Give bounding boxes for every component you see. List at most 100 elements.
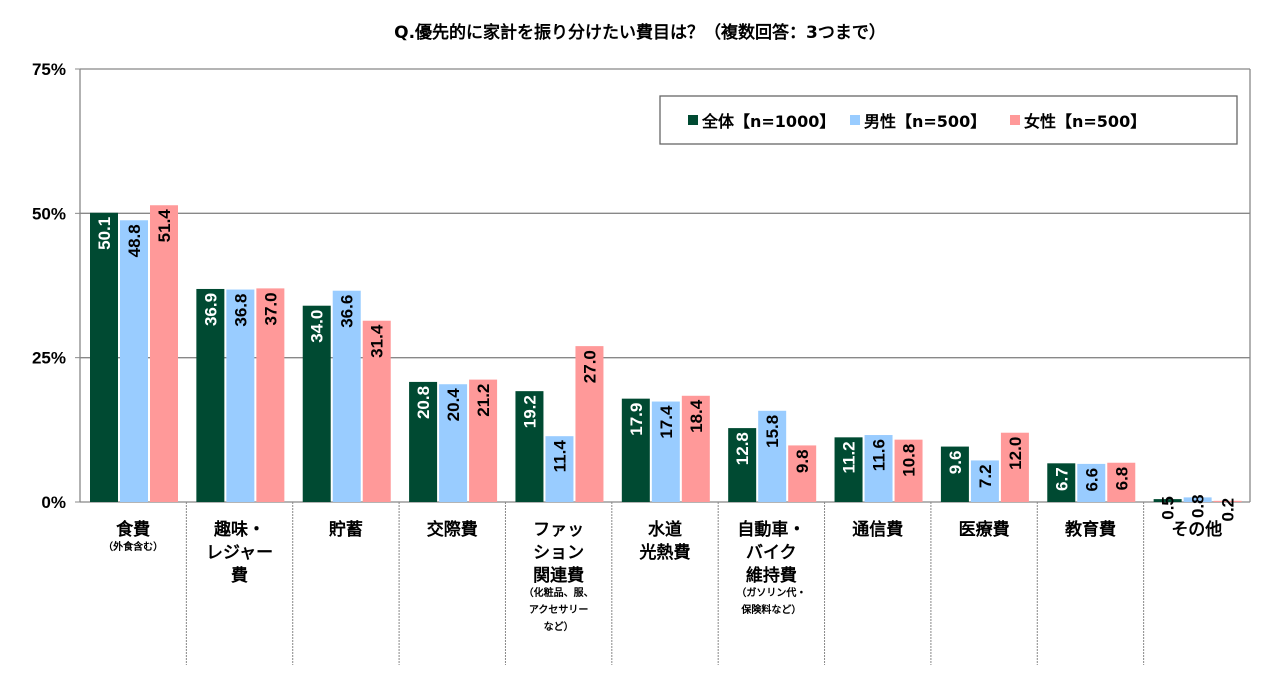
bar (409, 381, 438, 502)
category-note: （外食含む） (103, 540, 163, 553)
category-label: 貯蓄 (329, 519, 363, 540)
data-label: 19.2 (520, 395, 539, 428)
data-label: 9.6 (946, 451, 965, 475)
legend-swatch (850, 115, 860, 125)
data-label: 27.0 (580, 350, 599, 383)
legend-label: 男性【n=500】 (864, 112, 986, 131)
data-label: 20.4 (444, 388, 463, 422)
data-label: 12.8 (733, 432, 752, 465)
bar (226, 289, 255, 502)
category-label: 費 (231, 565, 248, 586)
data-label: 6.7 (1052, 467, 1071, 491)
category-label: 光熱費 (639, 542, 691, 563)
data-label: 10.8 (900, 444, 919, 477)
bar (1047, 463, 1076, 502)
data-label: 0.5 (1159, 496, 1178, 520)
data-label: 36.8 (231, 294, 250, 327)
data-label: 12.0 (1006, 437, 1025, 470)
bar (1107, 462, 1136, 502)
bar (575, 346, 604, 502)
bar (332, 290, 361, 502)
category-label: 交際費 (427, 519, 478, 540)
bar (970, 460, 999, 502)
category-note: など） (544, 620, 574, 633)
bar (651, 401, 680, 502)
bar (940, 446, 969, 502)
bar (256, 288, 285, 502)
category-label: ファッ (533, 520, 584, 540)
bar (120, 220, 148, 502)
data-label: 34.0 (308, 310, 327, 343)
category-note: （ガソリン代・ (736, 586, 806, 599)
legend-label: 全体【n=1000】 (701, 112, 835, 131)
bar (788, 445, 817, 502)
category-label: 趣味・ (213, 519, 265, 540)
legend-box (659, 95, 1238, 145)
bar (1183, 497, 1212, 502)
data-label: 31.4 (368, 324, 387, 358)
data-label: 51.4 (155, 209, 174, 243)
bar (302, 305, 331, 502)
legend-swatch (1010, 115, 1020, 125)
bar (150, 205, 178, 502)
bar (545, 436, 574, 502)
bar (1000, 432, 1029, 502)
data-label: 15.8 (763, 415, 782, 448)
bar (758, 410, 787, 502)
bar (728, 428, 757, 502)
y-tick-label: 0% (41, 493, 66, 512)
category-label: 教育費 (1064, 519, 1116, 540)
data-label: 48.8 (125, 224, 144, 257)
bar (90, 212, 118, 503)
category-note: 保険料など） (740, 603, 801, 616)
category-label: 維持費 (746, 565, 797, 586)
bar (196, 288, 225, 502)
bar (681, 395, 710, 502)
data-label: 7.2 (976, 464, 995, 488)
category-label: 医療費 (959, 519, 1010, 540)
data-label: 37.0 (261, 292, 280, 325)
category-note: アクセサリー (529, 604, 589, 616)
data-label: 17.4 (657, 405, 676, 439)
data-label: 11.2 (840, 441, 859, 473)
bar (621, 398, 650, 502)
data-label: 20.8 (414, 386, 433, 419)
data-label: 0.2 (1219, 498, 1238, 522)
data-label: 0.8 (1189, 494, 1208, 518)
y-tick-label: 75% (32, 60, 66, 79)
bar (894, 439, 923, 502)
y-tick-label: 25% (32, 349, 66, 368)
y-tick-label: 50% (32, 204, 66, 223)
bar (1213, 500, 1242, 502)
data-label: 36.9 (201, 293, 220, 326)
bar (362, 320, 391, 502)
category-note: （化粧品、服、 (524, 586, 594, 599)
data-label: 11.6 (870, 439, 889, 471)
data-label: 6.8 (1112, 467, 1131, 491)
data-label: 9.8 (793, 449, 812, 473)
legend-swatch (688, 115, 698, 125)
bar (515, 391, 544, 502)
bar (1153, 499, 1182, 502)
bar (864, 435, 893, 502)
bar (439, 384, 468, 502)
data-label: 36.6 (338, 295, 357, 328)
data-label: 18.4 (687, 399, 706, 433)
bar (469, 379, 498, 502)
data-label: 6.6 (1082, 468, 1101, 492)
category-label: 自動車・ (737, 519, 805, 540)
data-label: 50.1 (95, 217, 114, 250)
category-label: ション (533, 543, 584, 563)
bar (1077, 463, 1106, 502)
data-label: 17.9 (627, 403, 646, 436)
data-label: 11.4 (550, 440, 569, 473)
data-label: 21.2 (474, 384, 493, 417)
legend-label: 女性【n=500】 (1024, 112, 1146, 131)
bar (834, 437, 863, 502)
category-label: バイク (746, 543, 797, 563)
category-label: 水道 (648, 519, 682, 540)
category-label: 関連費 (533, 565, 584, 586)
chart-title: Q.優先的に家計を振り分けたい費目は？（複数回答：3つまで） (394, 23, 886, 43)
category-label: 食費 (116, 519, 150, 540)
